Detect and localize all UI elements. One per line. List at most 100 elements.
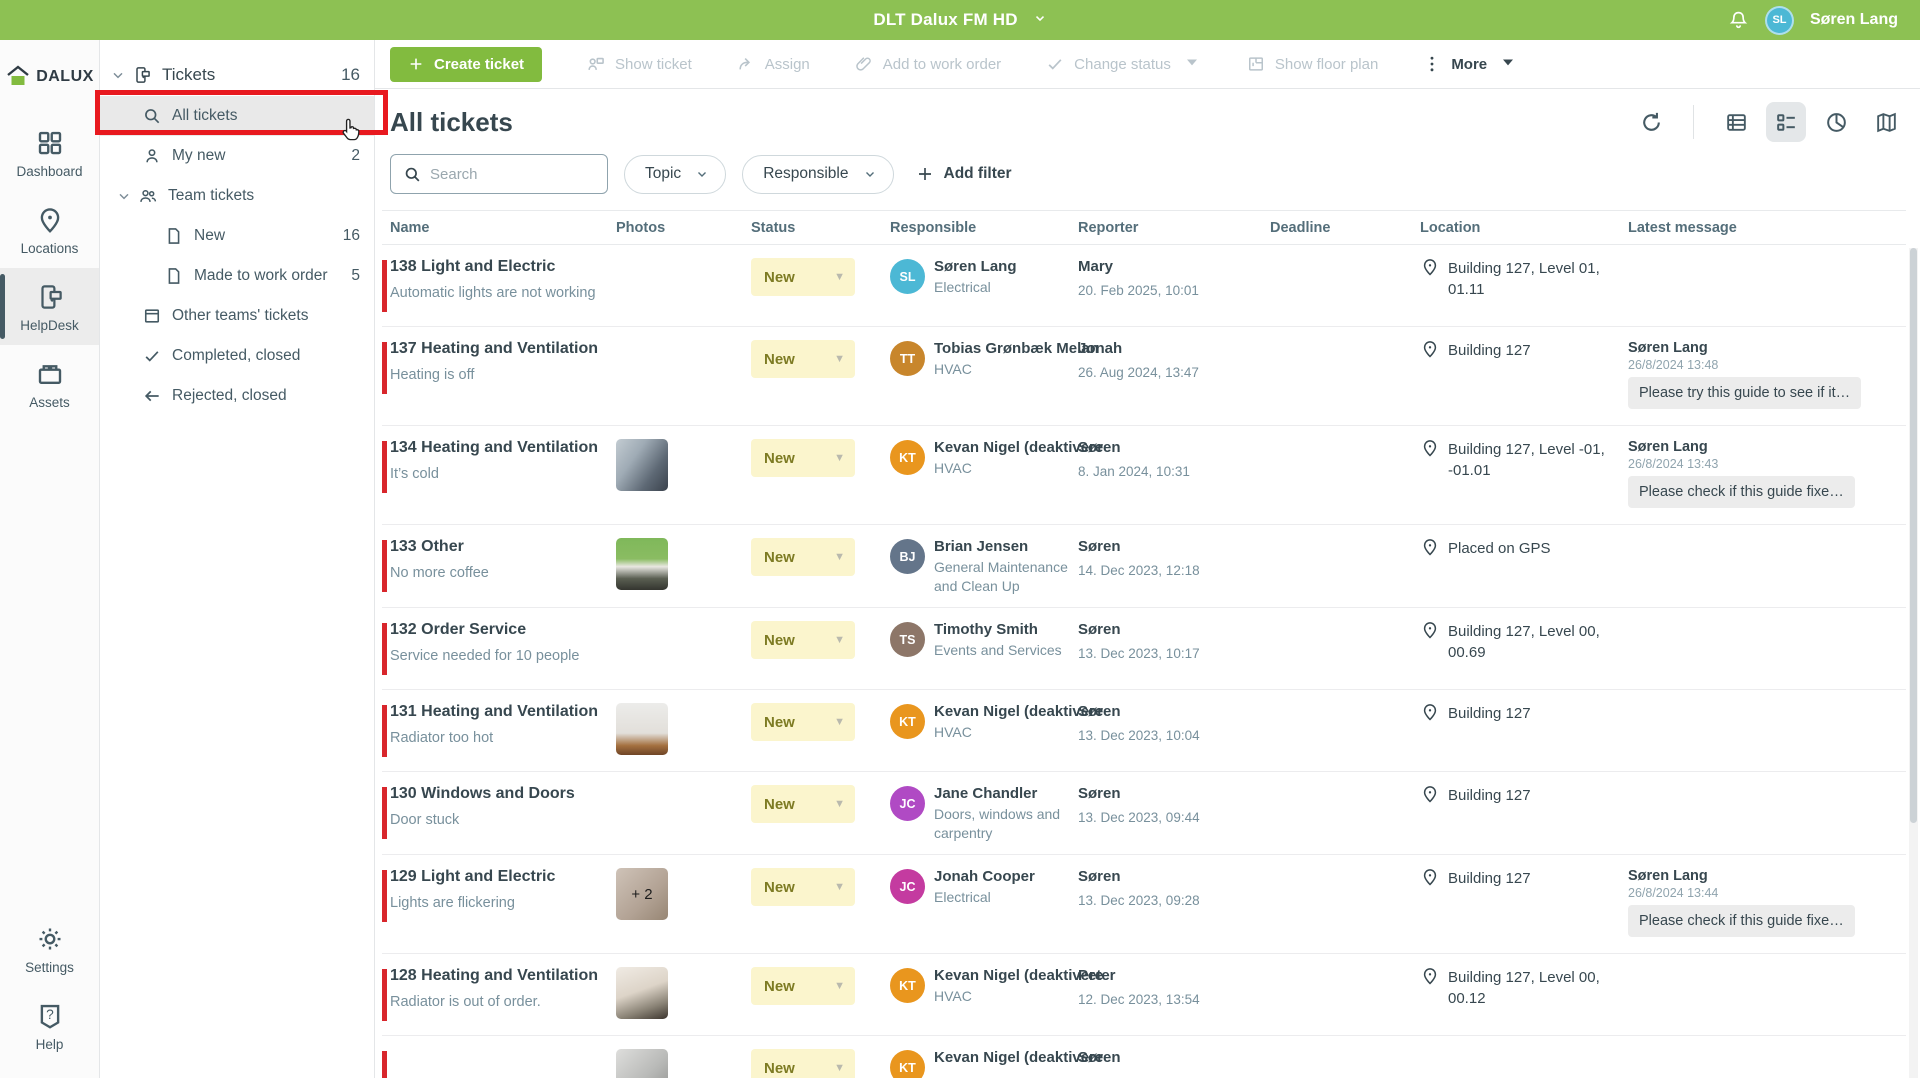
avatar[interactable]: SL xyxy=(1764,5,1794,35)
responsible-department: Events and Services xyxy=(934,642,1062,658)
ticket-photo[interactable] xyxy=(616,703,668,755)
table-body: 138 Light and Electric Automatic lights … xyxy=(375,245,1920,1078)
message-date: 26/8/2024 13:48 xyxy=(1628,358,1719,372)
ticket-photo[interactable]: + 2 xyxy=(616,868,668,920)
status-dropdown[interactable]: New ▼ xyxy=(751,439,855,477)
tree-item-my-new[interactable]: My new 2 xyxy=(100,136,374,176)
avatar: SL xyxy=(890,259,925,294)
tree-item-team-tickets[interactable]: Team tickets xyxy=(100,176,374,216)
chevron-down-icon[interactable] xyxy=(116,188,132,204)
user-name[interactable]: Søren Lang xyxy=(1809,11,1898,28)
sidebar-item-assets[interactable]: Assets xyxy=(0,345,99,422)
search-icon xyxy=(142,106,162,126)
status-dropdown[interactable]: New ▼ xyxy=(751,868,855,906)
filter-responsible-dropdown[interactable]: Responsible xyxy=(742,154,894,194)
status-dropdown[interactable]: New ▼ xyxy=(751,340,855,378)
status-dropdown[interactable]: New ▼ xyxy=(751,621,855,659)
status-dropdown[interactable]: New ▼ xyxy=(751,967,855,1005)
table-row[interactable]: 128 Heating and Ventilation Radiator is … xyxy=(382,954,1906,1036)
table-row[interactable]: 131 Heating and Ventilation Radiator too… xyxy=(382,690,1906,772)
ticket-title: 128 Heating and Ventilation xyxy=(390,967,599,984)
status-dropdown[interactable]: New ▼ xyxy=(751,1049,855,1078)
dalux-logo[interactable]: DALUX xyxy=(0,40,99,114)
message-bubble[interactable]: Please try this guide to see if it… xyxy=(1628,377,1862,409)
message-bubble[interactable]: Please check if this guide fixe… xyxy=(1628,476,1855,508)
status-dropdown[interactable]: New ▼ xyxy=(751,785,855,823)
table-row[interactable]: 130 Windows and Doors Door stuck New ▼ J… xyxy=(382,772,1906,855)
sidebar-item-settings[interactable]: Settings xyxy=(0,910,99,987)
ticket-title: 132 Order Service xyxy=(390,621,527,638)
search-box[interactable] xyxy=(390,154,608,194)
status-dropdown[interactable]: New ▼ xyxy=(751,538,855,576)
change-status-button[interactable]: Change status xyxy=(1045,52,1202,76)
tree-item-completed-closed[interactable]: Completed, closed xyxy=(100,336,374,376)
more-button[interactable]: More xyxy=(1422,52,1518,76)
responsible-department: Electrical xyxy=(934,889,991,905)
ticket-photo[interactable] xyxy=(616,967,668,1019)
status-dropdown[interactable]: New ▼ xyxy=(751,703,855,741)
view-table-button[interactable] xyxy=(1716,102,1756,142)
avatar: JC xyxy=(890,869,925,904)
chevron-down-icon[interactable] xyxy=(110,67,126,83)
people-icon xyxy=(138,186,158,206)
view-map-button[interactable] xyxy=(1866,102,1906,142)
table-row[interactable]: 138 Light and Electric Automatic lights … xyxy=(382,245,1906,327)
tree-item-rejected-closed[interactable]: Rejected, closed xyxy=(100,376,374,416)
workspace-switcher[interactable]: DLT Dalux FM HD xyxy=(0,10,1920,30)
archive-box-icon xyxy=(142,306,162,326)
chevron-down-icon: ▼ xyxy=(834,716,845,728)
search-input[interactable] xyxy=(430,165,595,183)
ticket-photo[interactable] xyxy=(616,1049,668,1078)
sidebar-item-helpdesk[interactable]: HelpDesk xyxy=(0,268,99,345)
ticket-photo[interactable] xyxy=(616,538,668,590)
table-row[interactable]: 137 Heating and Ventilation Heating is o… xyxy=(382,327,1906,426)
location-cell: Building 127 xyxy=(1420,868,1628,942)
table-row[interactable]: 134 Heating and Ventilation It’s cold Ne… xyxy=(382,426,1906,525)
refresh-button[interactable] xyxy=(1631,102,1671,142)
message-author: Søren Lang xyxy=(1628,439,1708,455)
search-icon xyxy=(405,167,420,181)
table-row[interactable]: 132 Order Service Service needed for 10 … xyxy=(382,608,1906,690)
chevron-down-icon: ▼ xyxy=(834,551,845,563)
create-ticket-button[interactable]: Create ticket xyxy=(390,46,543,82)
vertical-scrollbar[interactable] xyxy=(1909,248,1918,1078)
tree-item-tickets[interactable]: Tickets 16 xyxy=(100,54,374,96)
chevron-down-icon: ▼ xyxy=(834,271,845,283)
map-view-icon xyxy=(1876,112,1896,132)
sidebar-item-help[interactable]: ? Help xyxy=(0,987,99,1064)
add-to-work-order-button[interactable]: Add to work order xyxy=(854,54,1001,74)
ticket-photo[interactable] xyxy=(616,439,668,491)
tree-item-all-tickets[interactable]: All tickets xyxy=(100,96,374,136)
filter-topic-dropdown[interactable]: Topic xyxy=(624,154,727,194)
show-floor-plan-button[interactable]: Show floor plan xyxy=(1246,54,1378,74)
main-content: Create ticket Show ticket Assign Add to … xyxy=(375,40,1920,1078)
view-cards-button[interactable] xyxy=(1766,102,1806,142)
deadline-cell xyxy=(1270,868,1420,942)
sidebar-item-locations[interactable]: Locations xyxy=(0,191,99,268)
sidebar-item-dashboard[interactable]: Dashboard xyxy=(0,114,99,191)
tree-item-new[interactable]: New 16 xyxy=(100,216,374,256)
tree-item-made-to-work-order[interactable]: Made to work order 5 xyxy=(100,256,374,296)
assign-button[interactable]: Assign xyxy=(736,54,810,74)
deadline-cell xyxy=(1270,621,1420,678)
table-row[interactable]: 129 Light and Electric Lights are flicke… xyxy=(382,855,1906,954)
message-bubble[interactable]: Please check if this guide fixe… xyxy=(1628,905,1855,937)
ticket-icon xyxy=(132,65,152,85)
table-row[interactable]: 133 Other No more coffee New ▼ BJ Brian … xyxy=(382,525,1906,608)
scrollbar-thumb[interactable] xyxy=(1910,248,1917,823)
location-text: Building 127, Level -01, -01.01 xyxy=(1448,441,1605,479)
location-text: Building 127 xyxy=(1448,342,1531,359)
deadline-cell xyxy=(1270,967,1420,1024)
deadline-cell xyxy=(1270,1049,1420,1078)
tickets-table: Name Photos Status Responsible Reporter … xyxy=(375,210,1920,1078)
add-filter-button[interactable]: Add filter xyxy=(916,165,1012,183)
notifications-bell-icon[interactable] xyxy=(1728,10,1749,31)
table-row[interactable]: New ▼ KT Kevan Nigel (deaktivere Søren xyxy=(382,1036,1906,1078)
status-dropdown[interactable]: New ▼ xyxy=(751,258,855,296)
view-chart-button[interactable] xyxy=(1816,102,1856,142)
ticket-description: No more coffee xyxy=(390,565,489,581)
chevron-down-icon xyxy=(698,172,707,178)
responsible-name: Kevan Nigel (deaktivere xyxy=(934,967,1104,984)
show-ticket-button[interactable]: Show ticket xyxy=(586,54,692,74)
tree-item-other-teams-tickets[interactable]: Other teams' tickets xyxy=(100,296,374,336)
